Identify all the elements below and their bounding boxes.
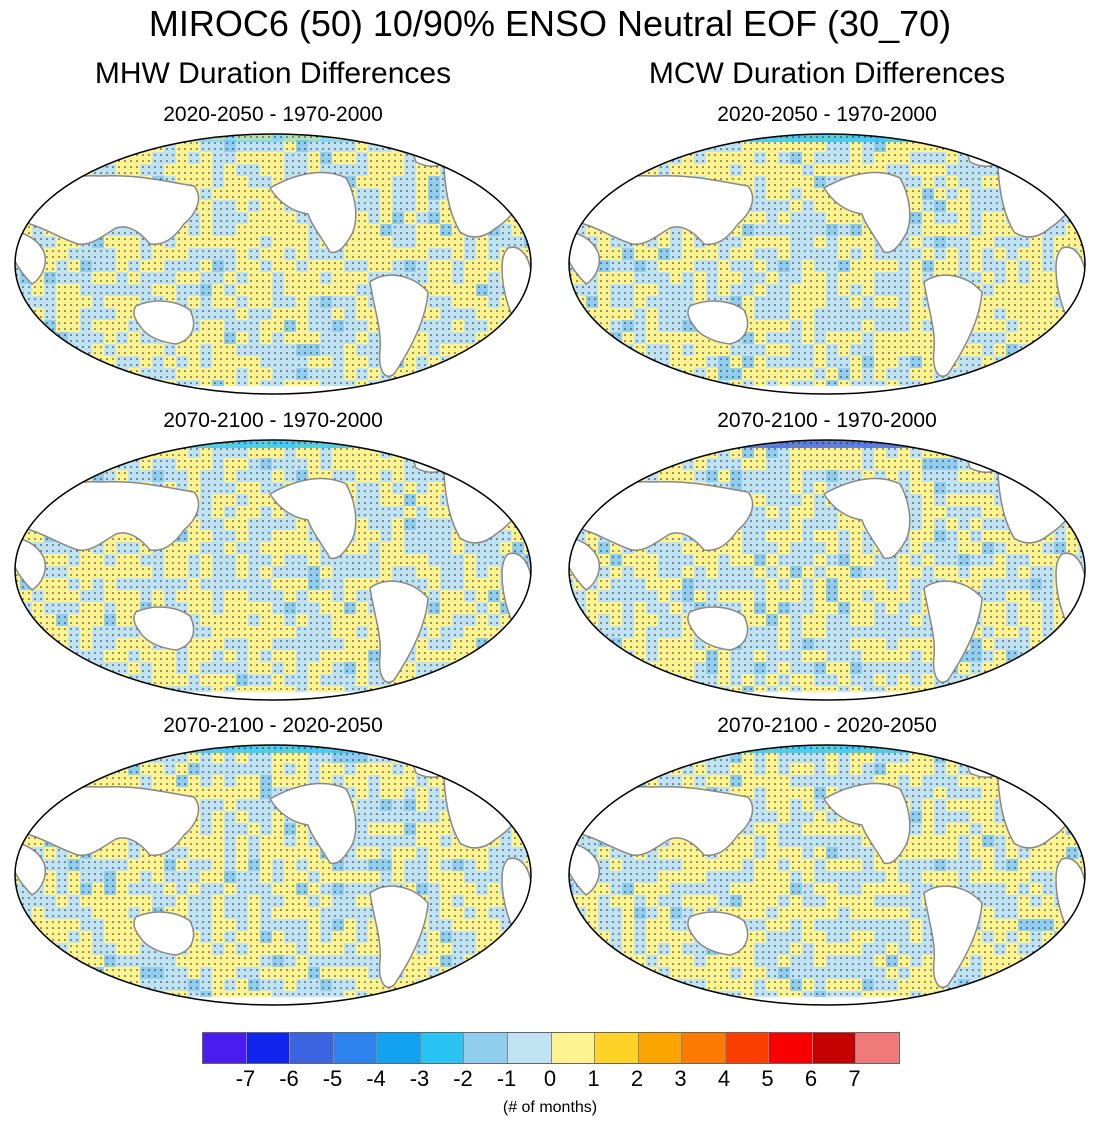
panel-title: 2070-2100 - 2020-2050 xyxy=(717,714,937,737)
world-map xyxy=(14,744,532,1006)
world-map xyxy=(568,133,1086,395)
panel-title: 2070-2100 - 1970-2000 xyxy=(717,409,937,432)
colorbar-tick-label: -2 xyxy=(453,1066,473,1091)
column-title-mcw: MCW Duration Differences xyxy=(648,57,1006,90)
colorbar-swatch xyxy=(551,1033,596,1063)
colorbar-swatch xyxy=(246,1033,291,1063)
colorbar-tick-label: 4 xyxy=(717,1066,731,1091)
figure-title: MIROC6 (50) 10/90% ENSO Neutral EOF (30_… xyxy=(148,3,952,44)
map-panel-mcw-2070-2100-vs-2020: 2070-2100 - 2020-2050 xyxy=(562,713,1092,1013)
colorbar-swatch xyxy=(856,1033,899,1063)
colorbar-tick-label: -7 xyxy=(235,1066,256,1091)
colorbar-tick-label: 2 xyxy=(630,1066,644,1091)
colorbar-swatch xyxy=(769,1033,813,1063)
colorbar-swatch xyxy=(595,1033,639,1063)
panel-title: 2070-2100 - 1970-2000 xyxy=(163,409,383,432)
colorbar-swatch xyxy=(203,1033,247,1063)
colorbar-tick-label: 0 xyxy=(543,1066,557,1091)
world-map xyxy=(568,744,1086,1006)
colorbar-swatch xyxy=(507,1033,552,1063)
world-map xyxy=(568,439,1086,701)
map-panel-mhw-2020-2050: 2020-2050 - 1970-2000 xyxy=(8,102,538,402)
map-panel-mcw-2020-2050: 2020-2050 - 1970-2000 xyxy=(562,102,1092,402)
colorbar-tick-label: -4 xyxy=(366,1066,386,1091)
colorbar-tick-label: 6 xyxy=(804,1066,818,1091)
colorbar-tick-label: 3 xyxy=(674,1066,687,1091)
panel-title: 2020-2050 - 1970-2000 xyxy=(163,103,383,126)
colorbar-tick-label: 5 xyxy=(761,1066,774,1091)
world-map xyxy=(14,439,532,701)
map-panel-mcw-2070-2100-vs-1970: 2070-2100 - 1970-2000 xyxy=(562,408,1092,708)
colorbar-swatch xyxy=(812,1033,857,1063)
world-map xyxy=(14,133,532,395)
map-panel-mhw-2070-2100-vs-1970: 2070-2100 - 1970-2000 xyxy=(8,408,538,708)
colorbar-swatch xyxy=(725,1033,770,1063)
panel-title: 2070-2100 - 2020-2050 xyxy=(163,714,383,737)
colorbar-units: (# of months) xyxy=(502,1099,598,1116)
colorbar-swatch xyxy=(420,1033,465,1063)
colorbar-tick-label: -1 xyxy=(496,1066,517,1091)
colorbar-tick-label: -5 xyxy=(322,1066,343,1091)
colorbar-tick-label: 7 xyxy=(848,1066,861,1091)
colorbar-swatch xyxy=(682,1033,726,1063)
colorbar-swatch xyxy=(638,1033,683,1063)
colorbar-tick-label: -6 xyxy=(279,1066,299,1091)
colorbar-swatch xyxy=(333,1033,378,1063)
panel-title: 2020-2050 - 1970-2000 xyxy=(717,103,937,126)
colorbar-swatch xyxy=(464,1033,508,1063)
colorbar xyxy=(202,1032,900,1064)
colorbar-labels: -7 -6 -5 -4 -3 -2 -1 0 1 2 3 4 5 6 7 xyxy=(0,1065,1100,1095)
colorbar-swatch xyxy=(377,1033,421,1063)
colorbar-tick-label: 1 xyxy=(587,1066,600,1091)
colorbar-swatch xyxy=(290,1033,334,1063)
map-panel-mhw-2070-2100-vs-2020: 2070-2100 - 2020-2050 xyxy=(8,713,538,1013)
column-title-mhw: MHW Duration Differences xyxy=(94,57,452,90)
colorbar-tick-label: -3 xyxy=(409,1066,430,1091)
